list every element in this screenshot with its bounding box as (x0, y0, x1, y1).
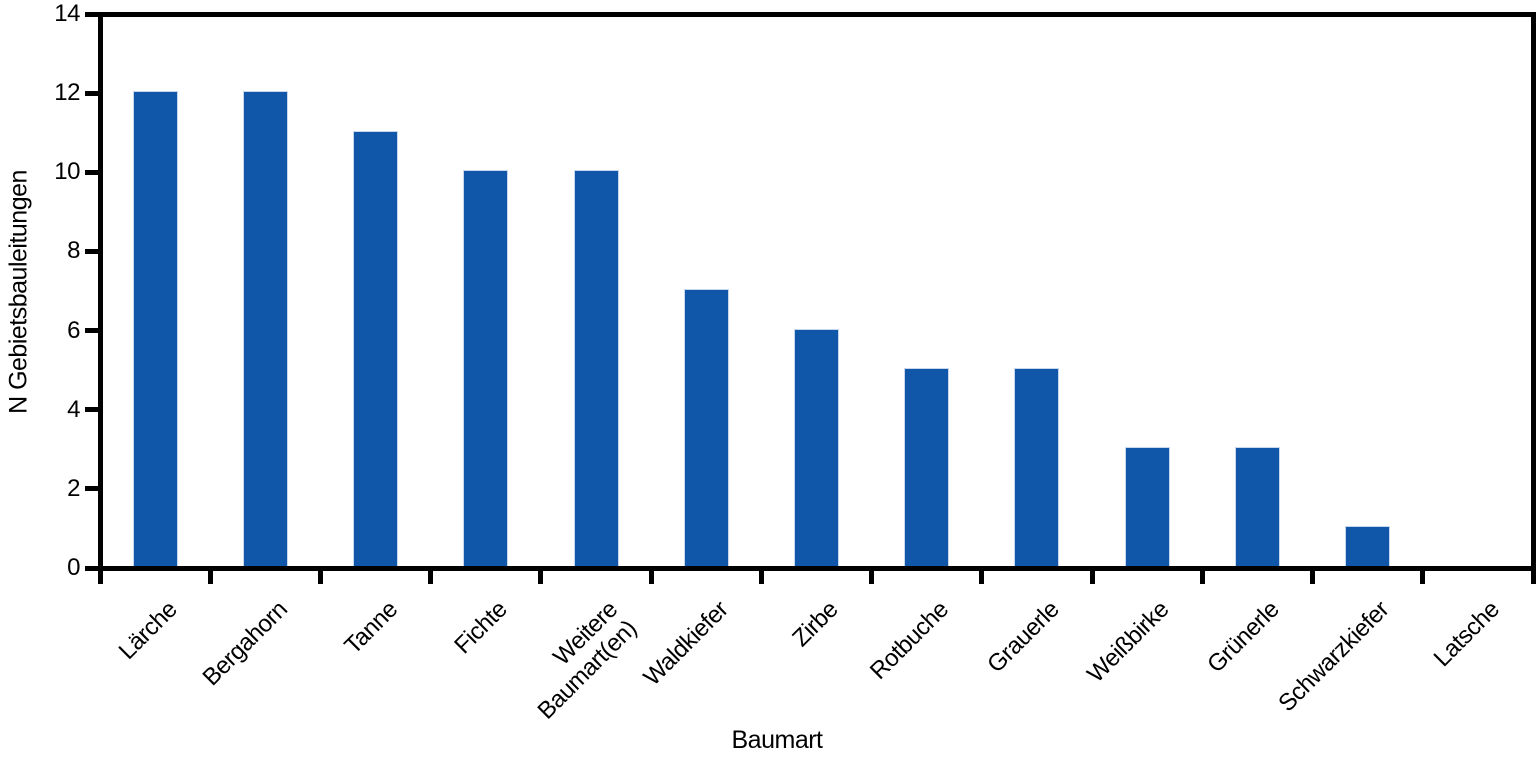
y-axis-tick (85, 169, 98, 175)
x-category-label: Waldkiefer (638, 596, 734, 692)
x-axis-tick (869, 571, 875, 584)
y-axis-tick-label: 10 (54, 158, 80, 186)
x-axis-tick (648, 571, 654, 584)
x-category-label: Zirbe (787, 596, 844, 652)
x-category-label: Bergahorn (197, 596, 293, 692)
y-axis-title: N Gebietsbauleitungen (4, 170, 33, 414)
x-category-label: Grünerle (1202, 596, 1285, 679)
y-axis-tick (85, 11, 98, 17)
bar-Rotbuche (904, 368, 950, 566)
bar-Weitere Baumart(en) (573, 170, 619, 566)
bar-Grauerle (1014, 368, 1060, 566)
y-axis-tick (85, 248, 98, 254)
bar-Bergahorn (242, 91, 288, 566)
x-axis-tick (1199, 571, 1205, 584)
x-category-label: Weitere Baumart(en) (532, 596, 643, 725)
y-axis-tick (85, 407, 98, 413)
bar-Schwarzkiefer (1345, 526, 1391, 566)
y-axis-tick-label: 8 (67, 237, 80, 265)
x-axis-tick (97, 571, 103, 584)
y-axis-tick-label: 14 (54, 0, 80, 27)
x-axis-title: Baumart (731, 726, 823, 754)
y-axis-tick-label: 0 (67, 554, 80, 581)
y-axis-tick (85, 90, 98, 96)
x-axis-tick (758, 571, 764, 584)
y-axis-tick (85, 486, 98, 492)
x-axis-tick (207, 571, 213, 584)
y-axis-tick-label: 2 (67, 474, 80, 502)
y-axis-tick-label: 4 (67, 395, 80, 423)
x-category-label: Weißbirke (1082, 596, 1175, 688)
x-category-label: Fichte (449, 596, 513, 660)
x-category-label: Grauerle (981, 596, 1065, 679)
bar-Lärche (132, 91, 178, 566)
x-axis-tick (1310, 571, 1316, 584)
x-axis-tick (1530, 571, 1536, 584)
x-axis-tick (538, 571, 544, 584)
x-category-label: Tanne (339, 596, 403, 660)
bar-Tanne (353, 130, 399, 566)
bar-Fichte (463, 170, 509, 566)
x-category-label: Latsche (1428, 596, 1505, 673)
x-category-label: Rotbuche (864, 596, 954, 685)
x-axis-tick (1420, 571, 1426, 584)
x-category-label: Schwarzkiefer (1273, 596, 1395, 718)
y-axis-tick (85, 328, 98, 334)
bar-Zirbe (794, 328, 839, 566)
bar-Waldkiefer (683, 289, 729, 566)
x-axis-tick (1089, 571, 1095, 584)
y-axis-tick-label: 12 (54, 79, 80, 107)
y-axis-tick-label: 6 (67, 316, 80, 344)
bar-Weißbirke (1124, 447, 1170, 566)
x-axis-tick (317, 571, 323, 584)
x-axis-tick (979, 571, 985, 584)
x-category-label: Lärche (113, 596, 183, 665)
bar-Grünerle (1234, 447, 1280, 566)
x-axis-tick (428, 571, 434, 584)
y-axis-tick (85, 565, 98, 571)
